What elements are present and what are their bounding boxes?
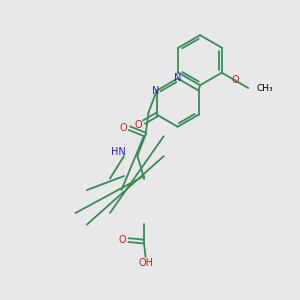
Text: N: N	[174, 73, 182, 83]
Text: CH₃: CH₃	[256, 83, 273, 92]
Text: O: O	[232, 75, 239, 85]
Text: O: O	[119, 123, 127, 133]
Text: O: O	[118, 235, 126, 244]
Text: HN: HN	[111, 147, 126, 158]
Text: O: O	[135, 120, 142, 130]
Text: OH: OH	[138, 258, 153, 268]
Text: N: N	[152, 85, 159, 95]
